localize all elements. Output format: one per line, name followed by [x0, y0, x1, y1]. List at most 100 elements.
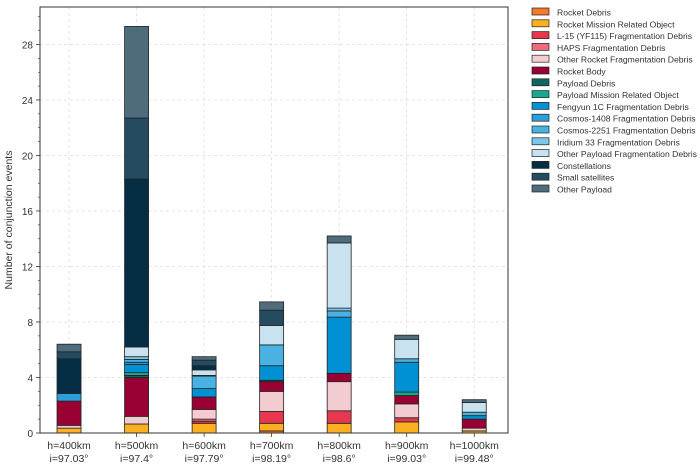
bar-segment: [326, 381, 352, 412]
bar-segment: [259, 301, 285, 311]
legend-swatch: [531, 161, 550, 169]
legend-swatch: [531, 31, 550, 39]
y-tick-label: 28: [22, 40, 34, 51]
x-tick-label: i=97.79°: [185, 453, 224, 465]
bar-segment: [394, 334, 420, 340]
legend-swatch: [531, 184, 550, 193]
bar-segment: [326, 422, 352, 434]
bar-segment: [259, 422, 285, 432]
x-tick-label: h=700km: [250, 440, 294, 452]
legend-swatch: [531, 137, 550, 146]
legend-swatch: [531, 172, 550, 181]
legend-label: Rocket Debris: [557, 8, 611, 18]
bar-segment: [124, 356, 149, 360]
bar-segment: [191, 409, 217, 420]
bar-segment: [124, 359, 149, 363]
x-tick-label: i=97.03°: [50, 453, 89, 465]
y-tick-label: 12: [22, 262, 34, 273]
legend-swatch: [531, 113, 550, 122]
legend-label: Fengyun 1C Fragmentation Debris: [557, 102, 689, 112]
legend-label: Iridium 33 Fragmentation Debris: [557, 137, 680, 147]
legend-swatch: [531, 125, 550, 134]
bar-segment: [191, 422, 217, 434]
bar-segment: [259, 344, 285, 367]
y-tick-label: 8: [27, 318, 33, 329]
bar-segment: [461, 399, 487, 403]
bar-segment: [259, 390, 285, 412]
bar-segment: [191, 365, 217, 371]
legend-swatch: [531, 54, 550, 63]
bar-segment: [259, 309, 285, 326]
bar-segment: [191, 375, 217, 389]
bar-segment: [461, 402, 487, 413]
x-tick-label: i=98.19°: [252, 453, 291, 465]
bar-segment: [394, 361, 420, 393]
legend-swatch: [531, 7, 550, 16]
legend-label: Other Rocket Fragmentation Debris: [557, 55, 693, 65]
x-tick-label: i=99.03°: [387, 453, 426, 465]
bar-segment: [56, 424, 82, 429]
bar-segment: [394, 403, 420, 419]
legend-swatch: [531, 66, 550, 75]
bar-segment: [461, 415, 487, 420]
legend-label: Other Payload: [557, 185, 612, 195]
legend-swatch: [531, 149, 550, 157]
bar-segment: [461, 411, 487, 417]
legend-swatch: [531, 102, 550, 110]
legend-label: Cosmos-2251 Fragmentation Debris: [557, 126, 696, 136]
bar-segment: [56, 400, 82, 426]
legend-label: Rocket Mission Related Object: [557, 19, 675, 29]
x-tick-label: h=900km: [385, 440, 429, 452]
legend-swatch: [531, 43, 550, 51]
bar-segment: [191, 396, 217, 410]
legend-label: Other Payload Fragmentation Debris: [557, 149, 697, 159]
bar-segment: [394, 358, 420, 363]
bar-segment: [461, 418, 487, 429]
legend-swatch: [531, 19, 550, 28]
plot-frame: [39, 6, 509, 434]
bar-segment: [191, 356, 217, 361]
bar-segment: [56, 427, 82, 434]
bar-segment: [124, 26, 149, 119]
legend-label: Rocket Body: [557, 67, 606, 77]
x-tick-label: h=400km: [47, 440, 91, 452]
bar-segment: [259, 381, 285, 392]
bar-segment: [124, 346, 149, 358]
bar-segment: [326, 235, 352, 244]
bar-segment: [56, 343, 82, 353]
bar-segment: [259, 365, 285, 381]
bar-segment: [191, 388, 217, 398]
bar-segment: [56, 393, 82, 402]
x-tick-label: h=800km: [317, 440, 361, 452]
legend-label: L-15 (YF115) Fragmentation Debris: [557, 31, 692, 41]
bar-segment: [124, 423, 149, 434]
bar-segment: [394, 391, 420, 396]
legend-swatch: [531, 90, 550, 98]
bar-segment: [394, 338, 420, 360]
bar-segment: [326, 242, 352, 309]
bar-segment: [394, 395, 420, 405]
bar-segment: [259, 411, 285, 424]
bar-segment: [326, 316, 352, 374]
legend-label: Constellations: [557, 161, 611, 171]
legend-label: HAPS Fragmentation Debris: [557, 43, 665, 53]
bar-segment: [326, 307, 352, 312]
bar-segment: [259, 325, 285, 346]
bar-segment: [124, 415, 149, 425]
bar-segment: [56, 358, 82, 394]
y-tick-label: 0: [27, 429, 33, 440]
y-tick-label: 16: [22, 207, 34, 218]
bar-segment: [124, 363, 149, 374]
legend-swatch: [531, 78, 550, 87]
bar-segment: [56, 351, 82, 360]
x-tick-label: h=500km: [115, 440, 159, 452]
legend-label: Small satellites: [557, 173, 614, 183]
legend-label: Payload Debris: [557, 78, 615, 88]
bar-segment: [326, 372, 352, 383]
legend-label: Payload Mission Related Object: [557, 90, 679, 100]
bar-segment: [124, 377, 149, 417]
bar-segment: [124, 178, 149, 348]
x-tick-label: h=1000km: [450, 440, 500, 452]
